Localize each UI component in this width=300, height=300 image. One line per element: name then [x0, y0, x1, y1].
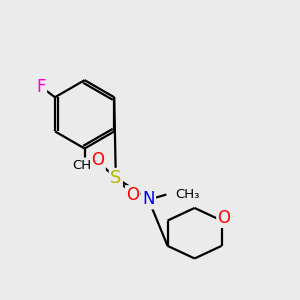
Text: O: O	[92, 152, 104, 169]
Text: N: N	[142, 190, 155, 208]
Text: O: O	[218, 208, 230, 226]
Text: F: F	[36, 78, 46, 96]
Text: CH₃: CH₃	[175, 188, 200, 201]
Text: O: O	[126, 187, 139, 205]
Text: CH₃: CH₃	[72, 159, 97, 172]
Text: S: S	[110, 169, 122, 187]
